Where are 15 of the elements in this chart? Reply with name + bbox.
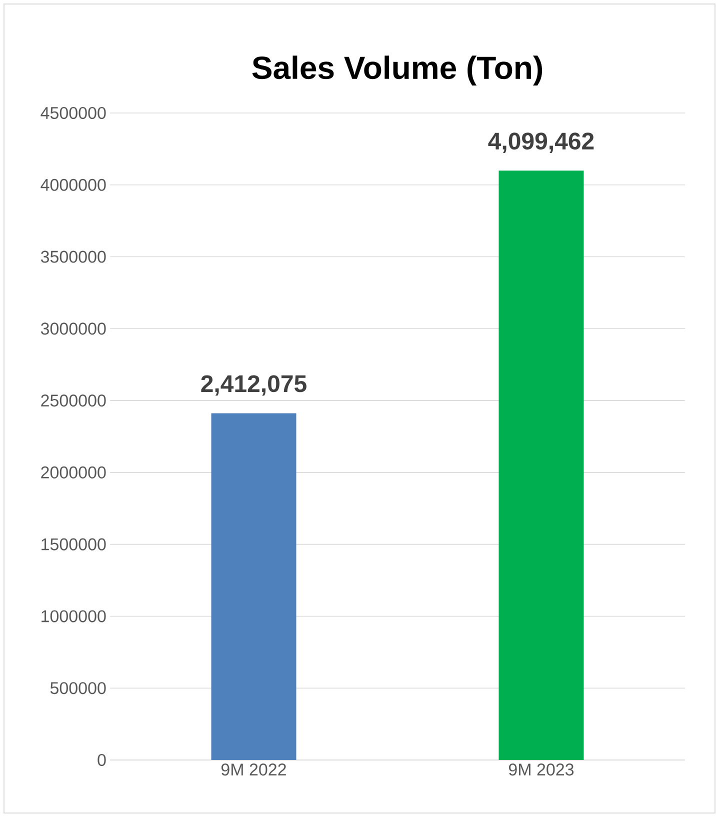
y-tick-label: 4500000 [40, 106, 106, 120]
y-tick-label: 3000000 [40, 322, 106, 335]
y-tick-label: 1000000 [42, 610, 106, 622]
y-tick-label: 2000000 [41, 466, 106, 478]
data-label: 2,412,075 [201, 375, 306, 396]
y-tick-label: 0 [98, 754, 106, 766]
chart-title: Sales Volume (Ton) [252, 56, 542, 86]
y-tick-label: 1500000 [42, 538, 106, 550]
x-tick-label: 9M 2022 [221, 764, 286, 776]
data-label: 4,099,462 [488, 132, 594, 154]
y-tick-label: 4000000 [40, 178, 106, 191]
y-tick-label: 3500000 [40, 250, 106, 263]
y-tick-label: 2500000 [41, 394, 106, 407]
x-tick-label: 9M 2023 [508, 764, 574, 776]
y-tick-label: 500000 [50, 682, 106, 694]
